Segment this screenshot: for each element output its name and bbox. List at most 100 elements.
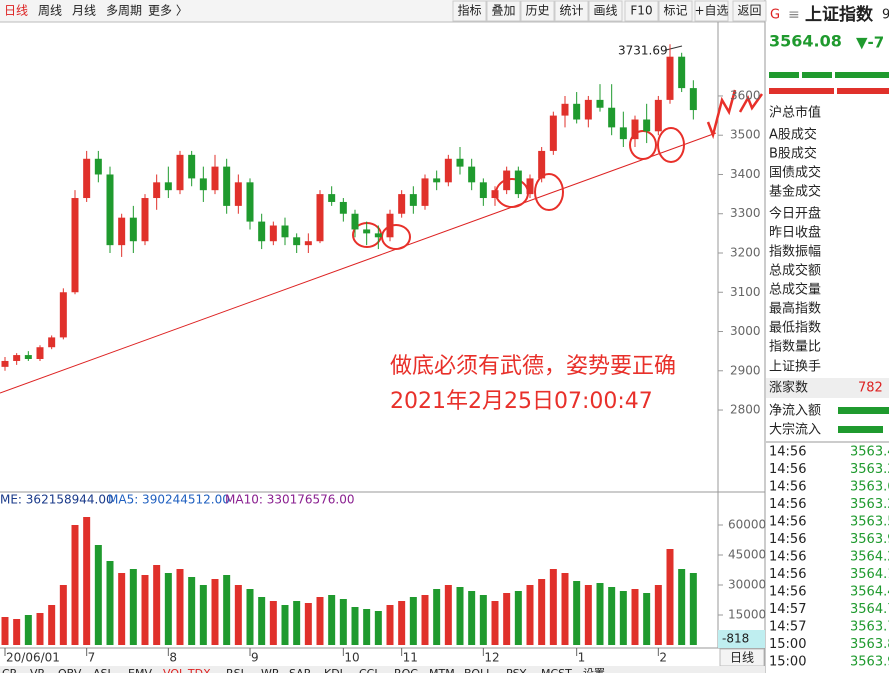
trade-price: 3564.7 <box>850 602 889 617</box>
toolbar-button-label[interactable]: +自选 <box>694 4 728 18</box>
candle-body <box>386 213 394 238</box>
x-tick-label: 20/06/01 <box>6 651 60 665</box>
bar-deco <box>802 72 832 78</box>
candle-body <box>304 241 312 246</box>
toolbar-button[interactable] <box>624 0 659 22</box>
max-label: 3731.69 <box>618 44 668 58</box>
trend-line <box>0 132 717 394</box>
toolbar-button-label[interactable]: F10 <box>630 4 652 18</box>
indicator-tab[interactable]: MCST <box>541 667 572 673</box>
indicator-tab[interactable]: MTM <box>429 667 455 673</box>
indicator-tab[interactable]: VR <box>30 667 46 673</box>
indicator-tab[interactable]: CCI <box>359 667 378 673</box>
candle-body <box>141 198 149 242</box>
y-tick-label: 3400 <box>730 167 761 181</box>
volume-bar <box>456 587 464 645</box>
max-pointer <box>665 45 683 51</box>
candle-body <box>118 217 126 246</box>
period-tab[interactable]: 月线 <box>72 4 96 18</box>
toolbar-button[interactable] <box>694 0 729 22</box>
icon-menu[interactable]: ≡ <box>788 7 800 23</box>
trade-price: 3563.9 <box>850 655 889 670</box>
x-tick-label: 12 <box>484 651 499 665</box>
indicator-tab[interactable]: VOL-TDX <box>163 667 211 673</box>
indicator-tab[interactable]: 设置 <box>583 667 605 673</box>
trade-price: 3563.9 <box>850 532 889 547</box>
period-tab[interactable]: 更多 〉 <box>148 4 188 18</box>
stat-label: 基金成交 <box>769 184 821 200</box>
index-code: 9 <box>882 8 889 23</box>
volume-bar <box>83 517 91 645</box>
volume-bar <box>526 585 534 645</box>
toolbar-button[interactable] <box>554 0 589 22</box>
volume-bar <box>246 589 254 645</box>
volume-bar <box>316 597 324 645</box>
period-tab[interactable]: 多周期 <box>106 4 142 18</box>
toolbar-button-label[interactable]: 返回 <box>737 4 761 18</box>
trade-price: 3564.4 <box>850 585 889 600</box>
y-tick-label: 3100 <box>730 285 761 299</box>
row-bg <box>766 378 889 398</box>
volume-bar <box>363 609 371 645</box>
volume-bar <box>211 579 219 645</box>
toolbar-button[interactable] <box>486 0 521 22</box>
candle-body <box>293 237 301 246</box>
candle-body <box>339 201 347 214</box>
candle-body <box>468 166 476 183</box>
indicator-tab[interactable]: EMV <box>128 667 152 673</box>
indicator-tab[interactable]: SAR <box>289 667 312 673</box>
candle-body <box>363 229 371 234</box>
toolbar-button-label[interactable]: 标记 <box>663 4 687 18</box>
toolbar-button-label[interactable]: 统计 <box>559 4 583 18</box>
period-tab[interactable]: 日线 <box>4 4 28 18</box>
candle-body <box>526 178 534 195</box>
candle-body <box>456 158 464 167</box>
bar-deco <box>769 72 799 78</box>
period-button-label[interactable]: 日线 <box>730 651 754 665</box>
candle-body <box>444 158 452 183</box>
indicator-tab[interactable]: RSI <box>226 667 244 673</box>
candle-body <box>433 178 441 183</box>
toolbar-button-label[interactable]: 历史 <box>525 4 549 18</box>
indicator-tab[interactable]: ASI <box>93 667 111 673</box>
annotation: 做底必须有武德，姿势要正确 <box>390 354 676 379</box>
toolbar-button[interactable] <box>658 0 693 22</box>
candle-body <box>269 225 277 242</box>
toolbar-button-label[interactable]: 叠加 <box>491 4 515 18</box>
candle-body <box>666 56 674 100</box>
volume-bar <box>608 587 616 645</box>
indicator-tab[interactable]: BOLL <box>464 667 493 673</box>
volume-bar <box>94 545 102 645</box>
indicator-tab[interactable]: OBV <box>58 667 82 673</box>
trade-time: 14:56 <box>769 497 806 512</box>
indicator-tab[interactable]: WR <box>261 667 280 673</box>
trade-time: 14:57 <box>769 620 806 635</box>
indicator-tab[interactable]: ROC <box>394 667 418 673</box>
candle-body <box>584 99 592 120</box>
toolbar-button[interactable] <box>520 0 555 22</box>
volume-bar <box>549 569 557 645</box>
volume-bar <box>199 585 207 645</box>
candle-body <box>421 178 429 206</box>
x-tick-label: 11 <box>403 651 418 665</box>
candle-body <box>538 150 546 179</box>
last-price: 3564.08 <box>769 32 842 51</box>
indicator-tab[interactable]: PSY <box>506 667 527 673</box>
volume-bar <box>59 585 67 645</box>
volume-bar <box>13 619 21 645</box>
toolbar-button-label[interactable]: 画线 <box>593 4 617 18</box>
indicator-tab[interactable]: KDJ <box>324 667 343 673</box>
candle-body <box>36 347 44 359</box>
volume-bar <box>106 561 114 645</box>
icon-g[interactable]: G <box>770 8 780 23</box>
toolbar-button[interactable] <box>732 0 767 22</box>
indicator-tab[interactable]: CR <box>2 667 18 673</box>
volume-bar <box>281 605 289 645</box>
toolbar-button[interactable] <box>452 0 487 22</box>
candle-body <box>199 178 207 191</box>
candle-body <box>619 127 627 140</box>
candle-body <box>106 174 114 246</box>
period-tab[interactable]: 周线 <box>38 4 62 18</box>
toolbar-button[interactable] <box>588 0 623 22</box>
toolbar-button-label[interactable]: 指标 <box>457 3 481 18</box>
